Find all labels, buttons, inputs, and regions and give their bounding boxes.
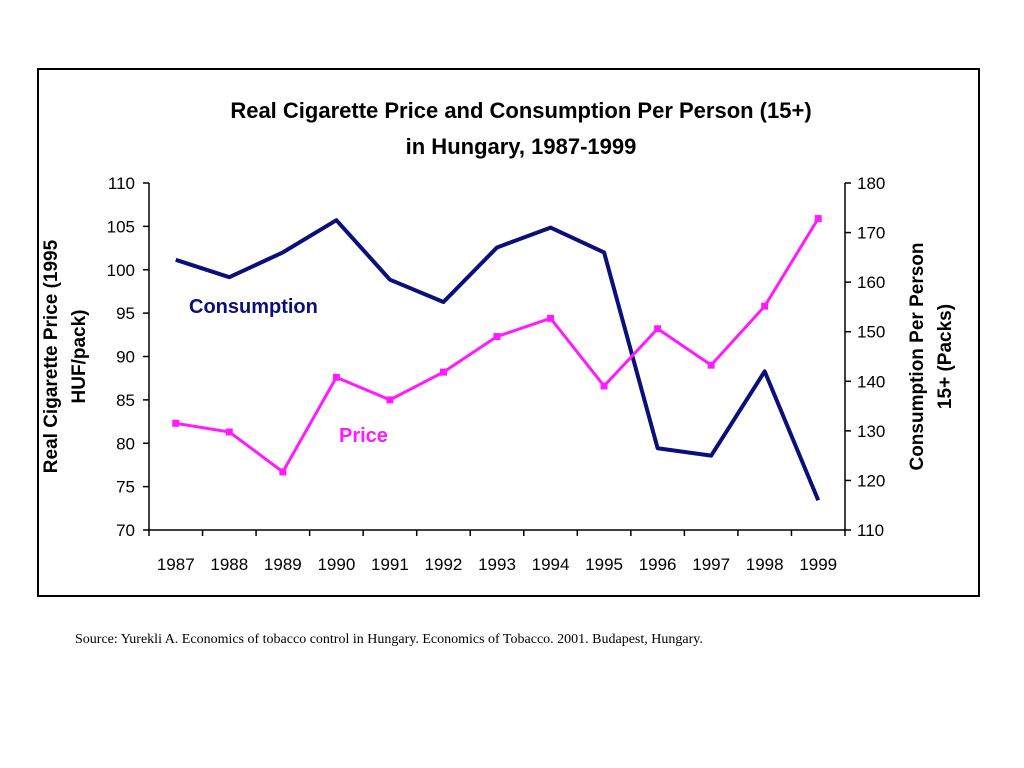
chart-title-line: Real Cigarette Price and Consumption Per… [230,98,811,123]
chart-title: Real Cigarette Price and Consumption Per… [230,98,811,159]
y-right-tick-label: 110 [857,521,884,540]
x-tick-label: 1998 [746,555,784,574]
y-left-axis-title: HUF/pack) [69,310,90,404]
x-tick-label: 1987 [157,555,195,574]
y-left-tick-label: 100 [107,261,135,280]
x-tick-label: 1988 [210,555,248,574]
x-tick-label: 1999 [799,555,837,574]
x-tick-label: 1996 [639,555,677,574]
y-left-tick-label: 80 [116,434,135,453]
chart-title-line: in Hungary, 1987-1999 [406,134,637,159]
y-right-tick-label: 170 [857,224,885,243]
y-right-axis-title: 15+ (Packs) [935,304,956,409]
price-point [547,314,555,322]
source-note: Source: Yurekli A. Economics of tobacco … [75,632,703,647]
x-tick-label: 1997 [692,555,730,574]
y-right-tick-label: 130 [857,422,885,441]
y-left-axis-title: Real Cigarette Price (1995 [41,239,62,473]
y-left-tick-label: 75 [116,478,135,497]
x-tick-label: 1995 [585,555,623,574]
x-tick-label: 1994 [532,555,570,574]
price-point [439,368,447,376]
chart-axes: 70 75 80 85 90 95 100 105 110 110 120 130 140 150 160 1… [41,174,956,574]
price-point [279,468,287,476]
y-right-tick-label: 160 [857,273,885,292]
y-left-tick-label: 85 [116,391,135,410]
chart-series [172,215,822,502]
price-point [707,361,715,369]
consumption-line [175,218,821,502]
price-point [493,333,501,341]
y-right-tick-label: 180 [857,174,885,193]
price-point [332,373,340,381]
x-tick-label: 1993 [478,555,516,574]
y-right-tick-label: 140 [857,372,885,391]
y-left-tick-label: 105 [107,217,135,236]
x-tick-label: 1990 [317,555,355,574]
series-labels: Consumption Price [189,296,388,447]
price-point [654,325,662,333]
y-right-axis-title: Consumption Per Person [907,242,928,470]
y-left-tick-label: 110 [108,174,135,193]
price-series-label: Price [339,425,388,447]
chart-frame: Real Cigarette Price and Consumption Per… [37,68,980,597]
consumption-series-label: Consumption [189,296,318,318]
price-point [225,428,233,436]
y-right-tick-label: 150 [857,323,885,342]
price-point [761,302,769,310]
price-point [814,215,822,223]
y-left-tick-label: 90 [116,348,135,367]
x-tick-label: 1991 [371,555,409,574]
x-tick-label: 1989 [264,555,302,574]
y-left-tick-label: 70 [116,521,135,540]
price-point [386,396,394,404]
price-point [600,382,608,390]
price-point [172,419,180,427]
x-tick-label: 1992 [425,555,463,574]
y-left-tick-label: 95 [116,304,135,323]
chart-svg: Real Cigarette Price and Consumption Per… [41,98,956,574]
y-right-tick-label: 120 [857,471,885,490]
